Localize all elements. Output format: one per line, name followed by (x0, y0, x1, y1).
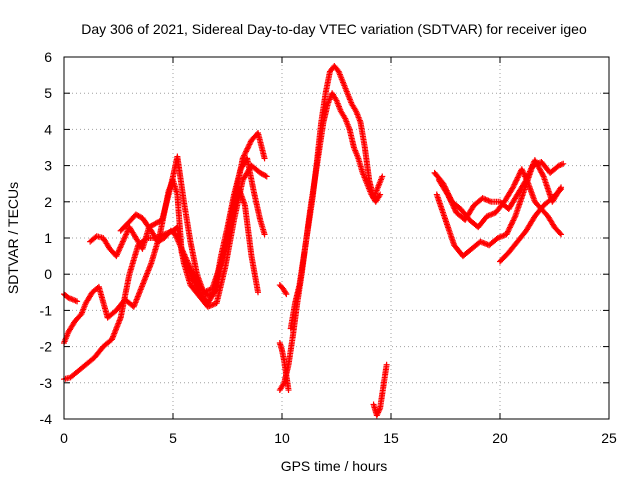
data-point (240, 153, 247, 160)
y-tick-label: -1 (40, 302, 53, 318)
data-point (242, 149, 249, 156)
y-tick-label: -3 (40, 375, 53, 391)
data-point (451, 205, 458, 212)
data-point (383, 361, 390, 368)
data-point (504, 228, 511, 235)
y-tick-label: 0 (44, 266, 52, 282)
data-point (556, 187, 563, 194)
axis-ticks: 0 5 10 15 20 25 -4 -3 -2 -1 0 1 2 3 4 5 6 (40, 49, 617, 446)
data-point (243, 148, 250, 155)
series-trace-d (117, 155, 268, 299)
data-point (283, 291, 290, 298)
data-point (241, 152, 248, 159)
x-axis-label: GPS time / hours (281, 458, 388, 474)
data-point (510, 217, 517, 224)
data-point (516, 171, 523, 178)
data-point (448, 198, 455, 205)
series-trace-g (287, 63, 386, 332)
grid (64, 57, 609, 419)
series-trace-n (497, 186, 565, 265)
data-point (511, 181, 518, 188)
y-tick-label: -4 (40, 411, 53, 427)
y-tick-label: 1 (44, 230, 52, 246)
data-point (503, 231, 510, 238)
y-axis-label: SDTVAR / TECUs (5, 182, 21, 294)
data-point (282, 289, 289, 296)
x-tick-label: 15 (383, 430, 399, 446)
data-point (285, 387, 292, 394)
data-point (263, 173, 270, 180)
data-point (512, 178, 519, 185)
data-point (558, 186, 565, 193)
data-point (379, 173, 386, 180)
data-point (74, 298, 81, 305)
data-point (262, 172, 269, 179)
series-trace-h (276, 339, 292, 394)
data-point (539, 172, 546, 179)
data-point (377, 191, 384, 198)
data-point (450, 202, 457, 209)
data-point (452, 206, 459, 213)
data-point (261, 231, 268, 238)
data-point (450, 204, 457, 211)
data-point (261, 155, 268, 162)
y-tick-label: 4 (44, 121, 52, 137)
data-point (449, 201, 456, 208)
x-tick-label: 5 (169, 430, 177, 446)
data-point (515, 173, 522, 180)
data-point (514, 175, 521, 182)
data-point (446, 195, 453, 202)
data-point (514, 174, 521, 181)
series-trace-j (370, 361, 390, 419)
data-point (556, 230, 563, 237)
data-point (507, 223, 514, 230)
data-point (510, 216, 517, 223)
data-point (506, 224, 513, 231)
data-point (506, 225, 513, 232)
data-point (505, 227, 512, 234)
data-point (512, 180, 519, 187)
x-tick-label: 0 (60, 430, 68, 446)
data-point (243, 147, 250, 154)
data-point (444, 191, 451, 198)
data-point (510, 182, 517, 189)
data-point (245, 144, 252, 151)
data-points (61, 63, 567, 419)
data-point (247, 140, 254, 147)
data-point (508, 220, 515, 227)
series-trace-i (276, 282, 290, 298)
data-point (241, 151, 248, 158)
data-point (508, 221, 515, 228)
data-point (445, 192, 452, 199)
y-tick-label: 6 (44, 49, 52, 65)
series-trace-f (276, 90, 384, 394)
y-tick-label: 5 (44, 85, 52, 101)
x-tick-label: 20 (492, 430, 508, 446)
x-tick-label: 10 (274, 430, 290, 446)
chart-title: Day 306 of 2021, Sidereal Day-to-day VTE… (81, 21, 587, 37)
y-tick-label: 2 (44, 194, 52, 210)
data-point (245, 142, 252, 149)
data-point (513, 177, 520, 184)
y-tick-label: -2 (40, 339, 53, 355)
data-point (448, 199, 455, 206)
data-point (246, 141, 253, 148)
data-point (558, 231, 565, 238)
data-point (447, 197, 454, 204)
x-tick-label: 25 (601, 430, 617, 446)
y-tick-label: 3 (44, 158, 52, 174)
data-point (510, 184, 517, 191)
data-point (446, 194, 453, 201)
data-point (255, 289, 262, 296)
data-point (511, 214, 518, 221)
data-point (560, 160, 567, 167)
data-point (244, 145, 251, 152)
data-point (504, 229, 511, 236)
data-point (509, 218, 516, 225)
